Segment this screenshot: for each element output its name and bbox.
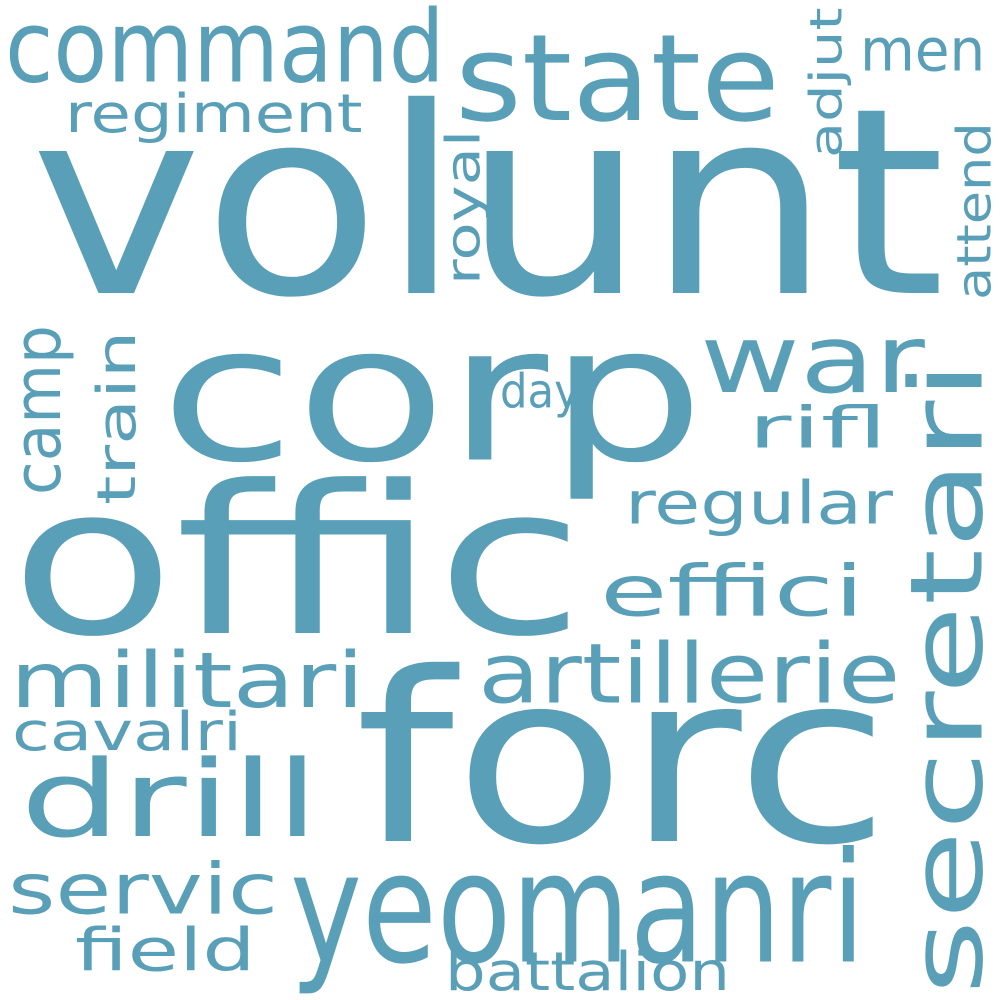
word-secretari: secretari <box>888 360 1000 995</box>
word-battalion: battalion <box>445 941 731 1000</box>
word-forc: forc <box>355 622 891 897</box>
word-rifl: rifl <box>748 395 888 462</box>
word-cavalri: cavalri <box>12 701 243 763</box>
word-men: men <box>860 15 986 85</box>
word-camp: camp <box>1 325 76 495</box>
word-artillerie: artillerie <box>478 626 901 723</box>
word-regiment: regiment <box>65 83 363 145</box>
word-adjut: adjut <box>799 7 853 158</box>
word-militari: militari <box>10 637 365 726</box>
word-field: field <box>75 915 256 985</box>
word-offic: offic <box>10 441 585 682</box>
word-yeomanri: yeomanri <box>290 820 866 999</box>
word-state: state <box>455 9 780 149</box>
word-attend: attend <box>947 122 1000 300</box>
word-royal: royal <box>436 129 492 285</box>
word-drill: drill <box>20 738 320 862</box>
word-corp: corp <box>160 284 705 505</box>
word-train: train <box>86 330 148 505</box>
word-command: command <box>5 0 445 106</box>
word-day: day <box>500 364 580 420</box>
word-war: war <box>700 305 925 415</box>
word-regular: regular <box>625 468 893 538</box>
word-effici: effici <box>600 549 865 633</box>
word-servic: servic <box>8 847 279 931</box>
word-volunt: volunt <box>30 53 946 355</box>
